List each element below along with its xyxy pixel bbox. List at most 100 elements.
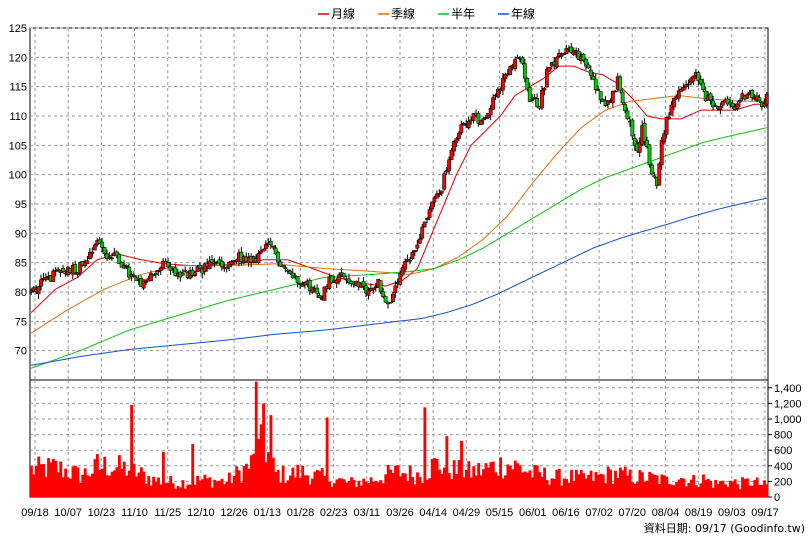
candle-body [100,241,104,248]
candle-body [127,266,131,278]
volume-bar [406,481,410,497]
volume-bar [333,483,336,497]
candle-body [281,265,285,267]
volume-bar [733,479,737,497]
candle-body [471,113,476,122]
volume-bar [289,475,292,497]
volume-bar [724,484,727,497]
candle-body [393,285,398,294]
volume-bar [479,475,483,497]
volume-bar [240,482,244,497]
volume-bar [257,439,261,497]
candle-body [278,261,283,267]
candle-body [317,295,322,298]
volume-bar [428,478,432,497]
volume-bar [384,474,388,497]
candle-body [525,78,530,90]
date-tick-label: 09/18 [21,507,49,519]
volume-bar [291,467,295,497]
volume-bar [293,477,297,497]
candle-body [85,260,90,264]
volume-bar [232,475,236,497]
volume-bar [391,472,395,497]
volume-bar [201,479,204,497]
candle-body [364,285,368,294]
date-tick-label: 12/26 [220,507,248,519]
volume-bar [433,458,437,497]
candle-body [718,106,723,111]
volume-bar [264,462,268,497]
date-tick-label: 11/10 [121,507,148,519]
volume-bar [592,480,595,497]
volume-bar [37,456,41,497]
volume-bar [609,469,613,497]
candle-body [491,97,495,110]
date-tick-label: 11/25 [154,507,181,519]
volume-bar [452,460,456,497]
candle-body [290,272,295,279]
volume-bar [76,467,80,497]
candle-body [422,221,427,228]
ma-half-year-line [31,127,767,369]
volume-bar [450,479,454,497]
candle-body [461,123,466,125]
volume-bar [61,477,65,497]
date-tick-label: 12/10 [187,507,215,519]
volume-bar [489,462,493,497]
date-tick-label: 03/26 [386,507,414,519]
volume-bar [117,455,121,497]
volume-bar [161,451,165,497]
candle-body [73,264,78,274]
candle-body [725,98,730,105]
volume-bar [684,486,688,497]
legend-label: 半年 [451,7,475,21]
volume-bar [66,477,70,497]
candle-body [261,249,266,252]
volume-bar [638,470,642,497]
candle-body [750,89,755,98]
volume-bar [254,381,258,497]
candle-body [569,46,574,53]
candle-body [623,104,627,112]
volume-bar [205,478,209,497]
candle-body [513,59,517,70]
candle-body [456,132,461,139]
volume-bar [687,483,691,497]
candle-body [564,48,569,54]
volume-bar [491,461,495,497]
volume-bar [352,479,356,497]
volume-tick-label: 200 [774,476,792,488]
volume-bar [682,478,686,497]
candle-body [256,253,261,263]
candle-body [381,291,386,298]
candle-body [268,241,273,246]
volume-bar [530,477,534,497]
volume-bar [423,407,427,497]
volume-bar [196,475,200,497]
volume-bar [193,484,197,497]
candle-body [447,159,451,172]
candle-body [581,53,586,61]
candle-body [444,170,449,173]
candle-body [295,275,300,283]
volume-bar [474,475,478,497]
volume-bar [276,469,280,497]
candle-body [29,290,34,293]
volume-bar [545,480,549,497]
candle-body [713,105,718,107]
volume-bar [34,465,38,497]
volume-bar [154,481,158,497]
volume-bar [628,469,632,497]
candle-body [591,76,596,80]
candle-body [158,267,163,272]
price-tick-label: 80 [15,287,27,299]
volume-bar [416,472,419,497]
volume-tick-label: 600 [774,445,792,457]
candle-body [496,89,500,98]
volume-bar [462,477,466,497]
candle-body [92,244,97,251]
candle-body [378,280,383,292]
candle-body [691,75,696,82]
candle-body [271,245,276,248]
volume-bar [359,485,363,497]
